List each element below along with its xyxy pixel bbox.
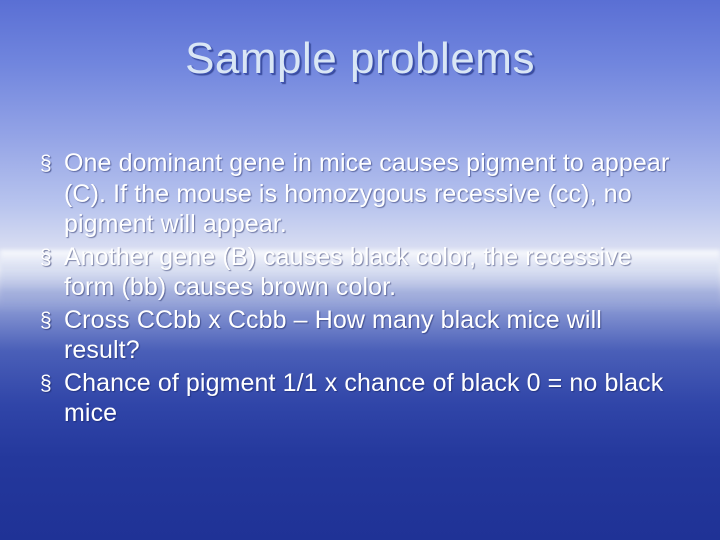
bullet-icon: § bbox=[40, 368, 64, 397]
bullet-text: One dominant gene in mice causes pigment… bbox=[64, 148, 684, 240]
bullet-icon: § bbox=[40, 305, 64, 334]
list-item: § Another gene (B) causes black color, t… bbox=[40, 242, 684, 303]
list-item: § Chance of pigment 1/1 x chance of blac… bbox=[40, 368, 684, 429]
bullet-text: Another gene (B) causes black color, the… bbox=[64, 242, 684, 303]
bullet-text: Chance of pigment 1/1 x chance of black … bbox=[64, 368, 684, 429]
list-item: § One dominant gene in mice causes pigme… bbox=[40, 148, 684, 240]
bullet-text: Cross CCbb x Ccbb – How many black mice … bbox=[64, 305, 684, 366]
slide-title: Sample problems bbox=[0, 34, 720, 84]
slide: Sample problems § One dominant gene in m… bbox=[0, 0, 720, 540]
bullet-icon: § bbox=[40, 148, 64, 177]
list-item: § Cross CCbb x Ccbb – How many black mic… bbox=[40, 305, 684, 366]
bullet-list: § One dominant gene in mice causes pigme… bbox=[40, 148, 684, 431]
bullet-icon: § bbox=[40, 242, 64, 271]
